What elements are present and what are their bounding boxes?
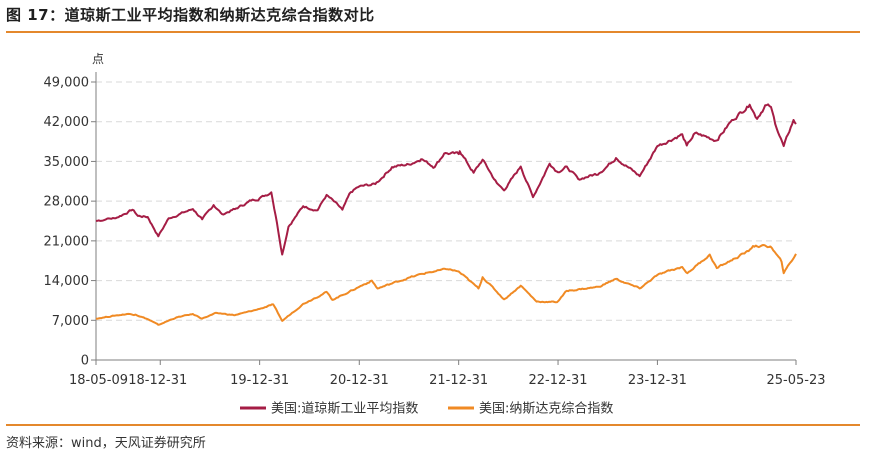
series-line-dow — [95, 103, 797, 256]
y-tick-label: 35,000 — [44, 155, 90, 170]
x-tick-label: 19-12-31 — [230, 373, 289, 388]
y-tick-label: 0 — [81, 354, 89, 369]
x-tick-label: 21-12-31 — [429, 373, 488, 388]
x-tick-label: 18-05-09 — [69, 373, 128, 388]
grid-lines — [96, 81, 796, 321]
source-rule — [6, 424, 860, 426]
title-rule — [6, 31, 860, 33]
figure-title: 图 17：道琼斯工业平均指数和纳斯达克综合指数对比 — [6, 6, 375, 24]
legend-label: 美国:纳斯达克综合指数 — [479, 402, 613, 417]
y-tick-label: 42,000 — [44, 115, 90, 130]
legend-label: 美国:道琼斯工业平均指数 — [271, 402, 418, 417]
series-line-nasdaq — [95, 244, 797, 326]
y-axis: 0 7,000 14,000 21,000 28,000 35,000 42,000 49,0… — [44, 72, 97, 369]
source-note: 资料来源：wind，天风证券研究所 — [6, 436, 206, 451]
y-axis-unit: 点 — [92, 52, 104, 66]
y-tick-label: 21,000 — [44, 234, 90, 249]
y-tick-label: 14,000 — [44, 274, 90, 289]
legend: 美国:道琼斯工业平均指数 美国:纳斯达克综合指数 — [240, 402, 613, 417]
x-tick-label: 23-12-31 — [628, 373, 687, 388]
x-tick-label: 20-12-31 — [330, 373, 389, 388]
y-tick-label: 49,000 — [44, 76, 90, 91]
x-tick-label: 18-12-31 — [128, 373, 187, 388]
y-tick-label: 28,000 — [44, 195, 90, 210]
y-tick-label: 7,000 — [52, 314, 89, 329]
x-axis: 18-05-09 18-12-31 19-12-31 20-12-31 21-12-31… — [69, 359, 826, 388]
series-lines — [95, 103, 797, 326]
x-tick-label: 25-05-23 — [766, 373, 825, 388]
line-chart: 0 7,000 14,000 21,000 28,000 35,000 42,000 49,0… — [44, 52, 826, 417]
x-tick-label: 22-12-31 — [529, 373, 588, 388]
